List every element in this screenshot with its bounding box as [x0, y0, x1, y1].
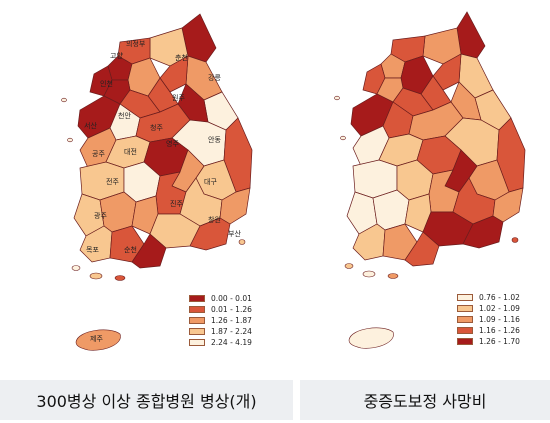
city-label: 안동	[208, 135, 221, 144]
jeju-island	[75, 329, 121, 351]
legend-item: 1.02 - 1.09	[457, 303, 520, 314]
city-label: 의정부	[126, 39, 146, 48]
legend-label: 1.09 - 1.16	[479, 315, 520, 324]
city-label: 청주	[150, 124, 163, 132]
legend-label: 1.87 - 2.24	[211, 327, 252, 336]
map-island	[114, 275, 126, 281]
right-choropleth-map	[275, 0, 550, 370]
map-island	[61, 97, 67, 103]
legend-label: 0.01 - 1.26	[211, 305, 252, 314]
map-island	[511, 237, 519, 243]
city-label: 광주	[94, 212, 107, 220]
city-label: 공주	[92, 150, 105, 158]
left-choropleth-map: 의정부 고양 인천 춘천 강릉 원주 서산 천안 청주 안동 공주 대전 영주 …	[0, 0, 275, 370]
map-region	[362, 63, 386, 95]
city-label: 춘천	[175, 53, 188, 62]
city-label: 서산	[84, 121, 97, 130]
city-label: 창원	[208, 215, 221, 224]
map-island	[387, 273, 399, 279]
city-label: 대구	[204, 178, 217, 186]
legend-item: 1.09 - 1.16	[457, 314, 520, 325]
map-region	[462, 215, 504, 249]
right-legend: 0.76 - 1.02 1.02 - 1.09 1.09 - 1.16 1.16…	[457, 292, 520, 347]
right-map-svg	[334, 11, 526, 349]
map-island	[362, 270, 376, 278]
legend-item: 0.01 - 1.26	[189, 304, 252, 315]
city-label: 제주	[90, 335, 103, 343]
map-island	[67, 137, 73, 143]
legend-swatch	[457, 327, 473, 334]
legend-swatch	[189, 339, 205, 346]
legend-label: 1.02 - 1.09	[479, 304, 520, 313]
legend-label: 1.16 - 1.26	[479, 326, 520, 335]
legend-item: 1.26 - 1.70	[457, 336, 520, 347]
legend-label: 0.00 - 0.01	[211, 294, 252, 303]
left-map-svg: 의정부 고양 인천 춘천 강릉 원주 서산 천안 청주 안동 공주 대전 영주 …	[61, 13, 253, 351]
right-map-caption: 중증도보정 사망비	[300, 380, 550, 420]
legend-label: 2.24 - 4.19	[211, 338, 252, 347]
map-island	[89, 272, 103, 280]
city-label: 고양	[110, 52, 123, 60]
legend-item: 0.76 - 1.02	[457, 292, 520, 303]
legend-swatch	[457, 294, 473, 301]
map-region	[404, 231, 440, 267]
legend-swatch	[457, 305, 473, 312]
legend-item: 1.16 - 1.26	[457, 325, 520, 336]
legend-label: 1.26 - 1.70	[479, 337, 520, 346]
city-label: 천안	[118, 111, 131, 120]
jeju-island	[348, 327, 394, 349]
legend-swatch	[189, 295, 205, 302]
map-island	[340, 135, 346, 141]
legend-item: 2.24 - 4.19	[189, 337, 252, 348]
left-map-caption: 300병상 이상 종합병원 병상(개)	[0, 380, 293, 420]
legend-swatch	[189, 317, 205, 324]
city-label: 영주	[166, 139, 179, 148]
city-label: 목포	[86, 246, 99, 254]
map-island	[238, 239, 246, 245]
map-region	[131, 233, 167, 269]
legend-item: 1.26 - 1.87	[189, 315, 252, 326]
city-label: 대전	[124, 147, 137, 156]
legend-swatch	[189, 328, 205, 335]
map-region	[159, 55, 189, 93]
city-label: 진주	[170, 199, 183, 208]
legend-swatch	[189, 306, 205, 313]
map-island	[334, 95, 340, 101]
map-island	[344, 263, 354, 269]
map-region	[189, 217, 231, 251]
city-label: 순천	[124, 245, 137, 254]
city-label: 전주	[106, 177, 119, 186]
legend-swatch	[457, 338, 473, 345]
map-region	[456, 11, 486, 59]
legend-item: 0.00 - 0.01	[189, 293, 252, 304]
legend-label: 1.26 - 1.87	[211, 316, 252, 325]
city-label: 강릉	[208, 73, 221, 82]
map-region	[89, 65, 113, 97]
legend-item: 1.87 - 2.24	[189, 326, 252, 337]
map-region	[432, 53, 462, 91]
map-island	[71, 265, 81, 271]
legend-swatch	[457, 316, 473, 323]
map-region	[372, 189, 410, 231]
legend-label: 0.76 - 1.02	[479, 293, 520, 302]
left-legend: 0.00 - 0.01 0.01 - 1.26 1.26 - 1.87 1.87…	[189, 293, 252, 348]
city-label: 인천	[100, 79, 113, 88]
city-label: 원주	[172, 93, 185, 102]
city-label: 부산	[228, 229, 241, 238]
